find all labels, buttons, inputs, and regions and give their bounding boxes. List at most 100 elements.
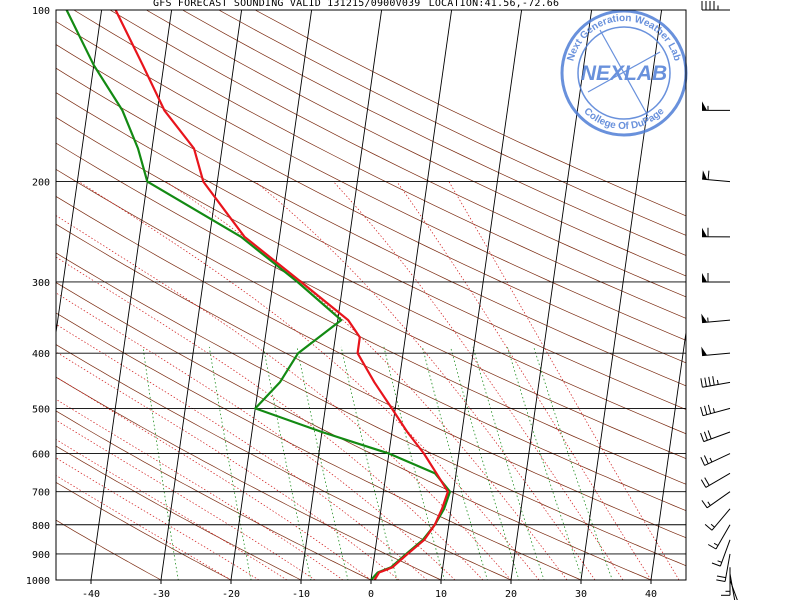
moist-adiabat	[56, 351, 400, 580]
mixing-ratio-line	[383, 346, 446, 580]
dry-adiabat	[56, 196, 686, 512]
dewpoint-profile	[65, 10, 452, 580]
wind-barb	[701, 101, 731, 111]
moist-adiabat	[78, 181, 540, 580]
mixing-ratio-grid	[142, 346, 613, 580]
mixing-ratio-line	[142, 346, 179, 580]
watermark-axis	[587, 51, 661, 93]
isotherm	[0, 10, 32, 580]
temperature-tick-label: 40	[645, 589, 657, 600]
wind-barb	[704, 508, 731, 531]
moist-adiabat	[56, 439, 288, 580]
temperature-tick-label: -30	[152, 589, 170, 600]
pressure-tick-label: 200	[32, 178, 50, 189]
mixing-ratio-line	[263, 346, 312, 580]
dry-adiabat	[56, 92, 686, 410]
dry-adiabat	[56, 312, 582, 580]
dry-adiabat	[56, 67, 686, 387]
nexlab-watermark: Next Generation Weather Lab College Of D…	[560, 9, 688, 137]
wind-barb	[700, 404, 731, 417]
dry-adiabat	[146, 10, 686, 277]
isotherm	[300, 10, 383, 580]
chart-title: GFS FORECAST SOUNDING VALID 131215/0900V…	[153, 0, 559, 9]
axis-ticks: -40 -30 -20 -10 0 10 20 30 40	[82, 580, 657, 600]
pressure-tick-label: 1000	[26, 576, 50, 587]
temperature-tick-label: -20	[222, 589, 240, 600]
isotherm	[650, 329, 686, 580]
moist-adiabat	[56, 323, 428, 580]
pressure-tick-label: 700	[32, 488, 50, 499]
moist-adiabat	[56, 256, 484, 580]
mixing-ratio-line	[422, 346, 488, 580]
wind-barb	[700, 376, 731, 388]
isobar-grid: 100 200 300 400 500 600 700 800 900 1000	[26, 6, 686, 587]
dry-adiabat-grid	[56, 10, 686, 580]
isotherm-grid	[0, 10, 686, 580]
pressure-tick-label: 900	[32, 550, 50, 561]
mixing-ratio-line	[472, 346, 545, 580]
temperature-tick-label: 10	[435, 589, 447, 600]
mixing-ratio-line	[450, 346, 520, 580]
wind-barb	[701, 491, 731, 509]
wind-barb	[701, 273, 731, 283]
dry-adiabat	[182, 10, 686, 256]
wind-barb	[701, 346, 731, 357]
temperature-profile	[114, 10, 449, 580]
pressure-tick-label: 300	[32, 278, 50, 289]
dry-adiabat	[56, 519, 162, 580]
wind-barb	[700, 472, 731, 488]
pressure-tick-label: 800	[32, 521, 50, 532]
temperature-tick-label: 30	[575, 589, 587, 600]
isotherm	[440, 10, 523, 580]
pressure-tick-label: 400	[32, 349, 50, 360]
pressure-tick-label: 100	[32, 6, 50, 17]
wind-barb	[700, 453, 731, 466]
dry-adiabat	[109, 10, 686, 298]
isotherm	[580, 10, 663, 580]
dry-adiabat	[56, 142, 686, 460]
wind-barb	[707, 524, 731, 550]
isotherm	[90, 10, 173, 580]
watermark-logo-text: NEXLAB	[581, 62, 667, 85]
dry-adiabat	[56, 376, 442, 580]
dry-adiabat	[56, 410, 372, 580]
dry-adiabat	[56, 445, 302, 580]
wind-barb	[702, 170, 731, 183]
temperature-tick-label: -40	[82, 589, 100, 600]
isotherm	[230, 10, 313, 580]
wind-barb	[700, 430, 731, 443]
wind-barb	[711, 539, 731, 567]
pressure-tick-label: 600	[32, 450, 50, 461]
wind-barb	[701, 227, 731, 238]
isotherm	[370, 10, 453, 580]
dry-adiabat	[56, 482, 232, 580]
dry-adiabat	[56, 168, 686, 485]
mixing-ratio-line	[507, 346, 584, 580]
wind-barb	[716, 553, 731, 582]
moist-adiabat	[56, 292, 456, 580]
wind-barbs	[700, 1, 738, 600]
plot-frame	[55, 9, 687, 581]
dry-adiabat	[73, 10, 686, 319]
watermark-axis	[599, 29, 649, 117]
watermark-ring-top: Next Generation Weather Lab	[565, 13, 682, 62]
pressure-tick-label: 500	[32, 404, 50, 415]
wind-barb	[701, 313, 731, 324]
dry-adiabat	[56, 21, 686, 341]
mixing-ratio-line	[340, 346, 398, 580]
mixing-ratio-line	[533, 346, 613, 580]
dry-adiabat	[56, 117, 686, 435]
temperature-tick-label: 0	[368, 589, 374, 600]
dry-adiabat	[56, 282, 652, 580]
sounding-title: GFS FORECAST SOUNDING VALID 131215/0900V…	[153, 0, 421, 9]
moist-adiabat	[254, 181, 596, 580]
dry-adiabat	[254, 10, 686, 217]
moist-adiabat	[56, 215, 512, 580]
moist-adiabat	[56, 398, 344, 580]
wind-barb	[701, 1, 730, 11]
moist-adiabat	[396, 181, 652, 580]
profile-lines	[65, 10, 452, 580]
temperature-tick-label: 20	[505, 589, 517, 600]
moist-adiabat	[165, 181, 568, 580]
